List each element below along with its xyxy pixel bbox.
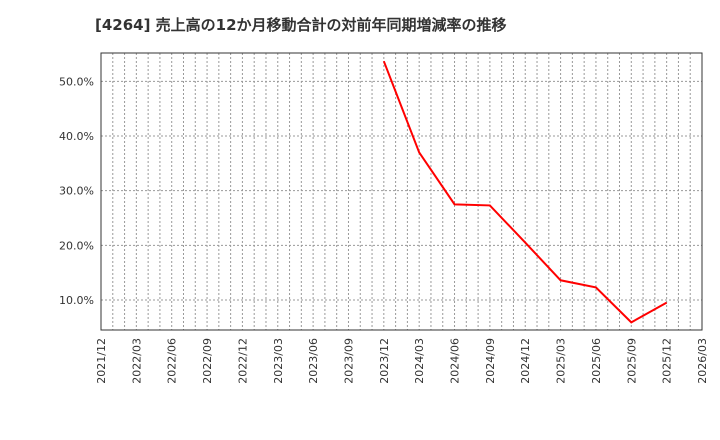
x-tick-label: 2024/12 [519, 338, 532, 384]
x-tick-label: 2023/12 [378, 338, 391, 384]
x-tick-label: 2025/06 [590, 338, 603, 384]
x-tick-label: 2025/12 [661, 338, 674, 384]
x-tick-label: 2021/12 [95, 338, 108, 384]
plot-frame [100, 52, 703, 331]
y-tick-label: 30.0% [59, 185, 94, 198]
chart-title: [4264] 売上高の12か月移動合計の対前年同期増減率の推移 [95, 16, 507, 34]
x-tick-label: 2024/09 [484, 338, 497, 384]
x-tick-label: 2024/06 [449, 338, 462, 384]
y-axis-labels: 10.0% 20.0% 30.0% 40.0% 50.0% [59, 75, 94, 307]
x-tick-label: 2022/09 [201, 338, 214, 384]
x-tick-label: 2023/09 [342, 338, 355, 384]
x-tick-label: 2026/03 [696, 338, 709, 384]
x-tick-label: 2024/03 [413, 338, 426, 384]
x-tick-label: 2023/06 [307, 338, 320, 384]
x-tick-label: 2025/03 [555, 338, 568, 384]
x-axis-labels: 2021/12 2022/03 2022/06 2022/09 2022/12 2023/… [95, 338, 709, 384]
x-tick-label: 2022/12 [236, 338, 249, 384]
y-tick-label: 10.0% [59, 294, 94, 307]
y-tick-label: 50.0% [59, 75, 94, 88]
x-tick-label: 2022/03 [130, 338, 143, 384]
x-tick-label: 2025/09 [625, 338, 638, 384]
x-tick-label: 2023/03 [272, 338, 285, 384]
series-line [382, 60, 668, 324]
grid-lines [101, 53, 702, 330]
y-tick-label: 40.0% [59, 130, 94, 143]
x-tick-label: 2022/06 [166, 338, 179, 384]
y-tick-label: 20.0% [59, 239, 94, 252]
